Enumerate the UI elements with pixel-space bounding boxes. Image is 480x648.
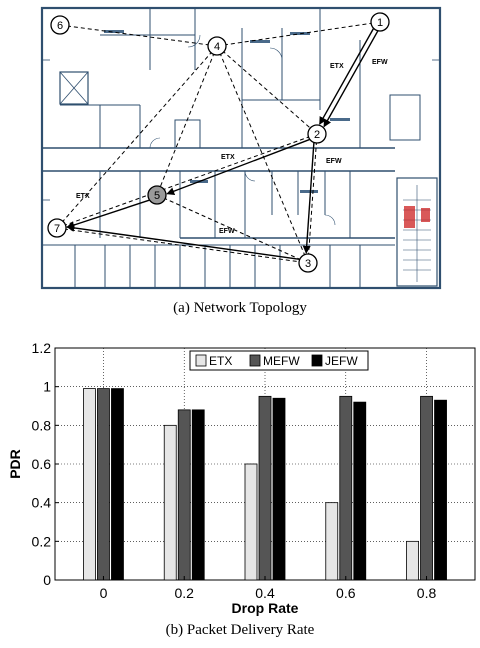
node-label: 4: [214, 41, 220, 53]
bar-jefw-0.8: [434, 399, 447, 581]
dashed-links: [56, 21, 381, 264]
node-label: 5: [154, 190, 160, 202]
node-label: 3: [305, 258, 311, 270]
legend-label-jefw: JEFW: [325, 354, 358, 368]
efw-label-upper: EFW: [372, 59, 388, 66]
y-tick-label: 0.4: [32, 495, 52, 511]
y-axis-label: PDR: [7, 449, 23, 479]
efw-label-low: EFW: [219, 228, 235, 235]
pdr-bar-chart: 0 0.2 0.4 0.6 0.8 1 1.2 0 0.2 0.4 0.6 0.8 ETX MEFW J…: [7, 340, 476, 616]
legend-swatch-etx: [195, 354, 207, 367]
link-4-3: [216, 45, 309, 264]
node-circle: [307, 124, 327, 144]
legend-label-mefw: MEFW: [263, 354, 300, 368]
link-4-2: [216, 45, 318, 135]
route-arrows: [66, 28, 379, 260]
bar-etx-0.2: [163, 424, 177, 581]
etx-label-upper: ETX: [330, 63, 344, 70]
caption-packet-delivery-rate: (b) Packet Delivery Rate: [165, 622, 315, 638]
y-tick-label: 0.2: [32, 533, 52, 549]
node-label: 2: [314, 129, 320, 141]
node-circle: [207, 36, 227, 56]
node-circle: [298, 253, 318, 273]
x-tick-label: 0: [100, 585, 108, 601]
nodes: 1 2 3 4 5 6 7: [47, 12, 390, 273]
bar-mefw-0: [97, 388, 110, 581]
y-tick-label: 1: [43, 379, 51, 395]
y-tick-label: 0.6: [32, 456, 52, 472]
node-5: 5: [147, 185, 167, 205]
legend-swatch-jefw: [311, 354, 323, 367]
y-tick-label: 0: [43, 572, 51, 588]
node-4: 4: [207, 36, 227, 56]
node-circle: [50, 15, 70, 35]
etx-label-mid: ETX: [221, 154, 235, 161]
efw-arrow-1-2: [319, 28, 375, 125]
link-7-3: [56, 227, 309, 264]
node-label: 6: [57, 20, 63, 32]
x-ticks: 0 0.2 0.4 0.6 0.8: [100, 576, 437, 601]
bar-jefw-0.4: [272, 397, 286, 581]
legend-label-etx: ETX: [209, 354, 232, 368]
efw-label-mid: EFW: [326, 158, 342, 165]
floor-plan: [40, 6, 442, 290]
link-6-4: [59, 24, 218, 47]
node-circle: [370, 12, 390, 32]
bars: [83, 388, 447, 581]
etx-arrow-5-7: [66, 199, 150, 229]
efw-arrow-3-7: [66, 223, 300, 260]
etx-label-low: ETX: [76, 193, 90, 200]
legend: ETX MEFW JEFW: [189, 350, 369, 371]
bar-jefw-0.6: [353, 401, 367, 581]
x-axis-label: Drop Rate: [232, 600, 299, 616]
bar-etx-0.6: [325, 502, 339, 581]
node-circle: [47, 218, 67, 238]
legend-swatch-mefw: [249, 354, 261, 367]
caption-network-topology: (a) Network Topology: [173, 300, 307, 316]
node-1: 1: [370, 12, 390, 32]
bar-mefw-0.8: [420, 395, 433, 581]
link-2-3: [307, 133, 318, 264]
y-tick-label: 1.2: [32, 340, 52, 356]
node-label: 7: [54, 223, 60, 235]
x-tick-label: 0.4: [255, 585, 275, 601]
node-7: 7: [47, 218, 67, 238]
bar-etx-0.4: [244, 463, 258, 581]
bar-jefw-0.2: [191, 409, 205, 581]
bar-mefw-0.4: [258, 395, 272, 581]
link-4-5: [156, 45, 218, 196]
bar-etx-0.8: [406, 540, 419, 581]
etx-arrow-1-2: [323, 30, 379, 128]
bar-mefw-0.6: [339, 395, 353, 581]
x-tick-label: 0.6: [336, 585, 356, 601]
bar-etx-0: [83, 388, 96, 581]
node-2: 2: [307, 124, 327, 144]
node-circle: [147, 185, 167, 205]
x-tick-label: 0.2: [174, 585, 194, 601]
node-6: 6: [50, 15, 70, 35]
network-topology-figure: ETX EFW ETX EFW ETX EFW 1 2 3 4 5 6 7: [40, 6, 442, 290]
route-labels: ETX EFW ETX EFW ETX EFW: [76, 59, 388, 235]
bar-jefw-0: [111, 388, 124, 581]
bar-mefw-0.2: [177, 409, 191, 581]
efw-arrow-2-3: [302, 142, 315, 254]
etx-arrow-2-5: [166, 138, 310, 196]
legend-box: [189, 350, 369, 371]
node-3: 3: [298, 253, 318, 273]
x-tick-label: 0.8: [417, 585, 437, 601]
link-4-7: [56, 45, 218, 229]
y-ticks: 0 0.2 0.4 0.6 0.8 1 1.2: [32, 340, 59, 588]
node-label: 1: [377, 17, 383, 29]
y-tick-label: 0.8: [32, 417, 52, 433]
